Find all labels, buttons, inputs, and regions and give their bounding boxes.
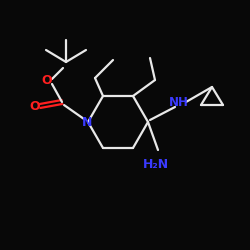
Text: O: O xyxy=(30,100,40,112)
Text: N: N xyxy=(82,116,92,128)
Text: O: O xyxy=(42,74,52,86)
Text: NH: NH xyxy=(169,96,189,108)
Text: H₂N: H₂N xyxy=(143,158,169,170)
